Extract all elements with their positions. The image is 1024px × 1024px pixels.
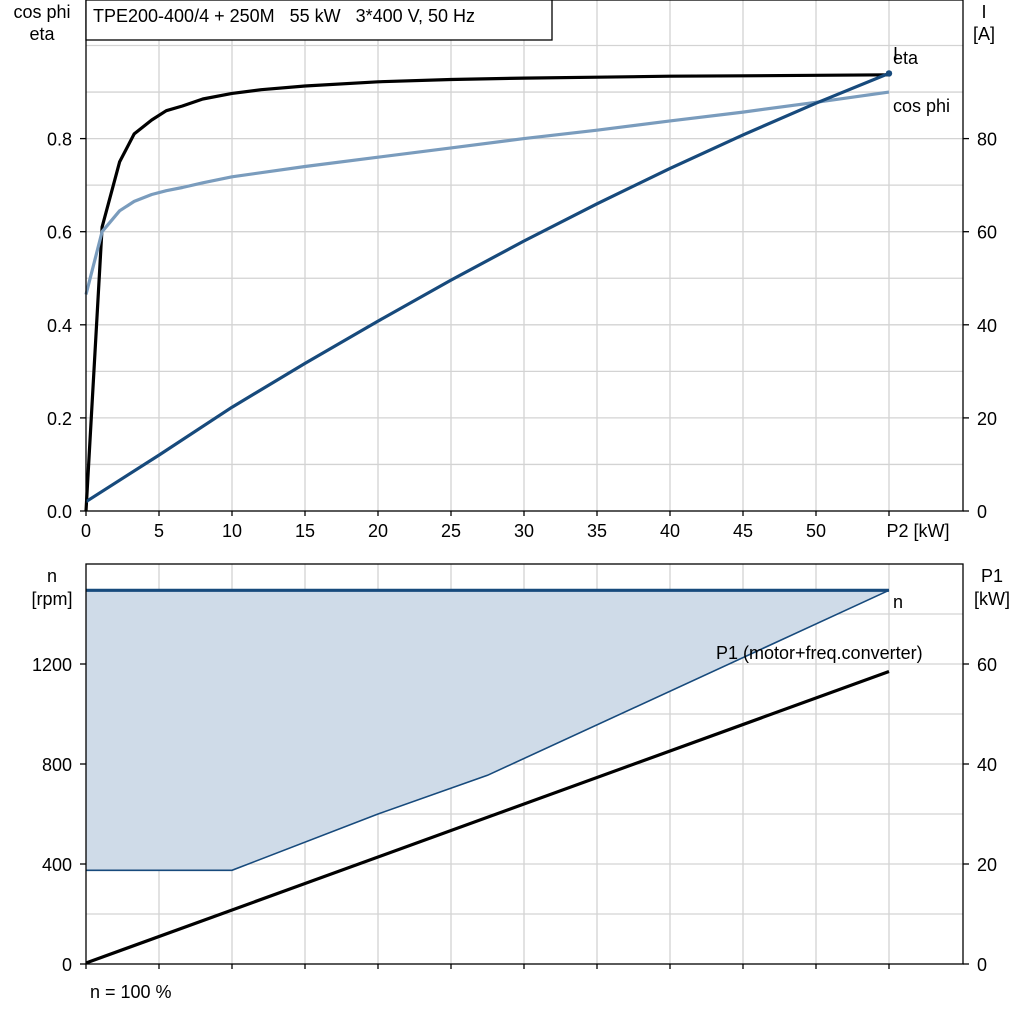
series-line-P1 bbox=[85, 669, 890, 965]
bottom-left-axis-label-2: [rpm] bbox=[31, 589, 72, 609]
x-tick-label: 20 bbox=[368, 521, 388, 541]
series-line-eta bbox=[84, 73, 890, 512]
bottom-curves: n P1 (motor+freq.converter) bbox=[85, 588, 923, 965]
top-left-axis-label-2: eta bbox=[29, 24, 55, 44]
bottom-left-tick-label: 800 bbox=[42, 755, 72, 775]
bottom-left-axis-label-1: n bbox=[47, 566, 57, 586]
top-right-axis-label-1: I bbox=[981, 2, 986, 22]
bottom-right-tick-label: 40 bbox=[977, 755, 997, 775]
bottom-right-tick-label: 20 bbox=[977, 855, 997, 875]
right-y-tick-label: 20 bbox=[977, 409, 997, 429]
top-curves: eta cos phi I bbox=[84, 44, 950, 512]
top-left-axis-label-1: cos phi bbox=[13, 2, 70, 22]
bottom-right-tick-label: 60 bbox=[977, 655, 997, 675]
left-y-tick-label: 0.4 bbox=[47, 316, 72, 336]
x-tick-label: 25 bbox=[441, 521, 461, 541]
bottom-left-tick-label: 0 bbox=[62, 955, 72, 975]
series-label-I: I bbox=[893, 44, 898, 64]
bottom-right-axis-label-2: [kW] bbox=[974, 589, 1010, 609]
left-y-tick-label: 0.0 bbox=[47, 502, 72, 522]
x-tick-label: 15 bbox=[295, 521, 315, 541]
series-line-cos-phi bbox=[84, 90, 890, 295]
right-y-tick-label: 80 bbox=[977, 130, 997, 150]
bottom-right-tick-label: 0 bbox=[977, 955, 987, 975]
series-label-n: n bbox=[893, 592, 903, 612]
bottom-right-axis-label-1: P1 bbox=[981, 566, 1003, 586]
chart-title: TPE200-400/4 + 250M 55 kW 3*400 V, 50 Hz bbox=[93, 6, 475, 26]
series-label-P1: P1 (motor+freq.converter) bbox=[716, 643, 923, 663]
title-box bbox=[85, 0, 553, 41]
x-tick-label: 0 bbox=[81, 521, 91, 541]
x-tick-label: 5 bbox=[154, 521, 164, 541]
bottom-left-tick-label: 1200 bbox=[32, 655, 72, 675]
x-tick-label: 45 bbox=[733, 521, 753, 541]
top-grid bbox=[86, 0, 963, 511]
x-tick-label: 10 bbox=[222, 521, 242, 541]
right-y-tick-label: 60 bbox=[977, 223, 997, 243]
x-axis-label: P2 [kW] bbox=[886, 521, 949, 541]
speed-range-lower-edge bbox=[86, 589, 890, 872]
series-line-I bbox=[85, 71, 890, 504]
top-right-axis-label-2: [A] bbox=[973, 24, 995, 44]
top-ticks: 0 5 10 15 20 25 30 35 40 45 50 0.0 0.2 0.4 0.6 0.8 0 20 40… bbox=[47, 130, 997, 541]
left-y-tick-label: 0.6 bbox=[47, 223, 72, 243]
x-tick-label: 50 bbox=[806, 521, 826, 541]
series-label-eta: eta bbox=[893, 48, 919, 68]
x-tick-label: 30 bbox=[514, 521, 534, 541]
bottom-left-tick-label: 400 bbox=[42, 855, 72, 875]
left-y-tick-label: 0.2 bbox=[47, 409, 72, 429]
speed-note: n = 100 % bbox=[90, 982, 172, 1002]
bottom-ticks: 0 400 800 1200 0 20 40 60 bbox=[32, 655, 997, 975]
right-y-tick-label: 40 bbox=[977, 316, 997, 336]
right-y-tick-label: 0 bbox=[977, 502, 987, 522]
x-tick-label: 40 bbox=[660, 521, 680, 541]
series-endpoint-I bbox=[885, 70, 893, 77]
speed-range-area bbox=[86, 590, 889, 871]
left-y-tick-label: 0.8 bbox=[47, 130, 72, 150]
x-tick-label: 35 bbox=[587, 521, 607, 541]
series-label-cos-phi: cos phi bbox=[893, 96, 950, 116]
